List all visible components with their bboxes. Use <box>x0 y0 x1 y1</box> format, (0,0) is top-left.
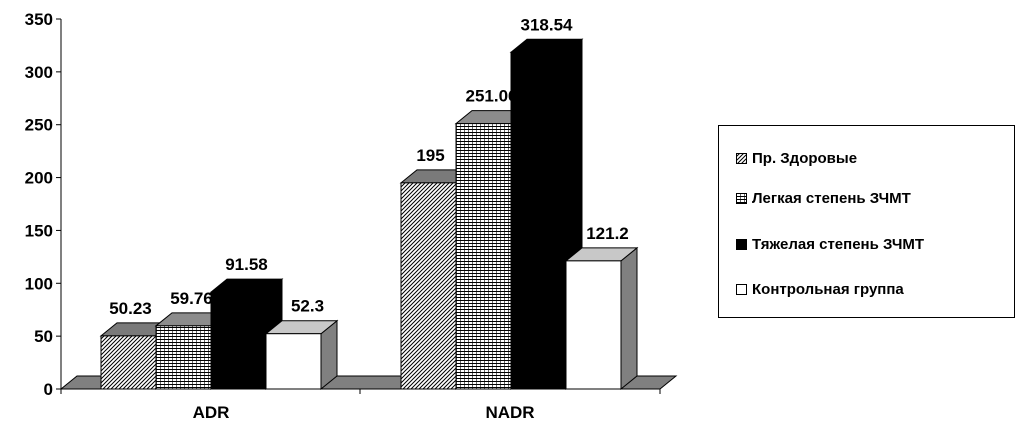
data-label: 251.06 <box>466 87 518 106</box>
legend: Пр. Здоровые Легкая степень ЗЧМТ Тяжелая… <box>718 125 1015 318</box>
y-tick-label: 0 <box>44 380 53 399</box>
bar-front <box>155 325 212 390</box>
legend-label: Контрольная группа <box>752 280 904 298</box>
data-label: 52.3 <box>291 297 324 316</box>
axes: 0 50 100 150 200 250 300 350 ADR NADR <box>25 10 661 422</box>
bar-front <box>510 51 567 390</box>
data-label: 318.54 <box>521 15 574 34</box>
grid-hatch-swatch-icon <box>736 192 747 204</box>
white-swatch-icon <box>736 283 747 295</box>
data-label: 59.76 <box>170 289 213 308</box>
bar-front <box>400 182 457 390</box>
bars <box>99 38 639 391</box>
bar-side <box>620 246 638 391</box>
bar-front <box>565 260 622 390</box>
bar <box>264 319 339 391</box>
x-tick-label: ADR <box>193 403 230 422</box>
solid-black-swatch-icon <box>736 238 747 250</box>
legend-item-healthy: Пр. Здоровые <box>736 148 857 168</box>
legend-label: Легкая степень ЗЧМТ <box>752 189 911 207</box>
bar-front <box>100 335 157 390</box>
y-tick-label: 350 <box>25 10 53 29</box>
y-tick-label: 200 <box>25 169 53 188</box>
data-labels: 50.23 59.76 91.58 52.3 195 251.06 318.54 121.2 <box>109 15 629 318</box>
legend-item-mild-tbi: Легкая степень ЗЧМТ <box>736 188 911 208</box>
y-tick-label: 250 <box>25 116 53 135</box>
bar-front <box>455 123 512 390</box>
data-label: 91.58 <box>225 255 268 274</box>
legend-label: Тяжелая степень ЗЧМТ <box>752 235 925 253</box>
y-tick-label: 100 <box>25 274 53 293</box>
x-tick-label: NADR <box>485 403 534 422</box>
legend-item-severe-tbi: Тяжелая степень ЗЧМТ <box>736 234 924 254</box>
bar <box>564 246 639 391</box>
data-label: 50.23 <box>109 299 152 318</box>
bar-front <box>265 333 322 390</box>
bar-front <box>210 291 267 390</box>
diagonal-hatch-swatch-icon <box>736 152 747 164</box>
legend-item-control: Контрольная группа <box>736 279 904 299</box>
data-label: 195 <box>416 146 444 165</box>
y-tick-label: 50 <box>34 327 53 346</box>
y-tick-label: 300 <box>25 63 53 82</box>
legend-label: Пр. Здоровые <box>752 149 858 167</box>
data-label: 121.2 <box>586 224 629 243</box>
y-tick-label: 150 <box>25 221 53 240</box>
